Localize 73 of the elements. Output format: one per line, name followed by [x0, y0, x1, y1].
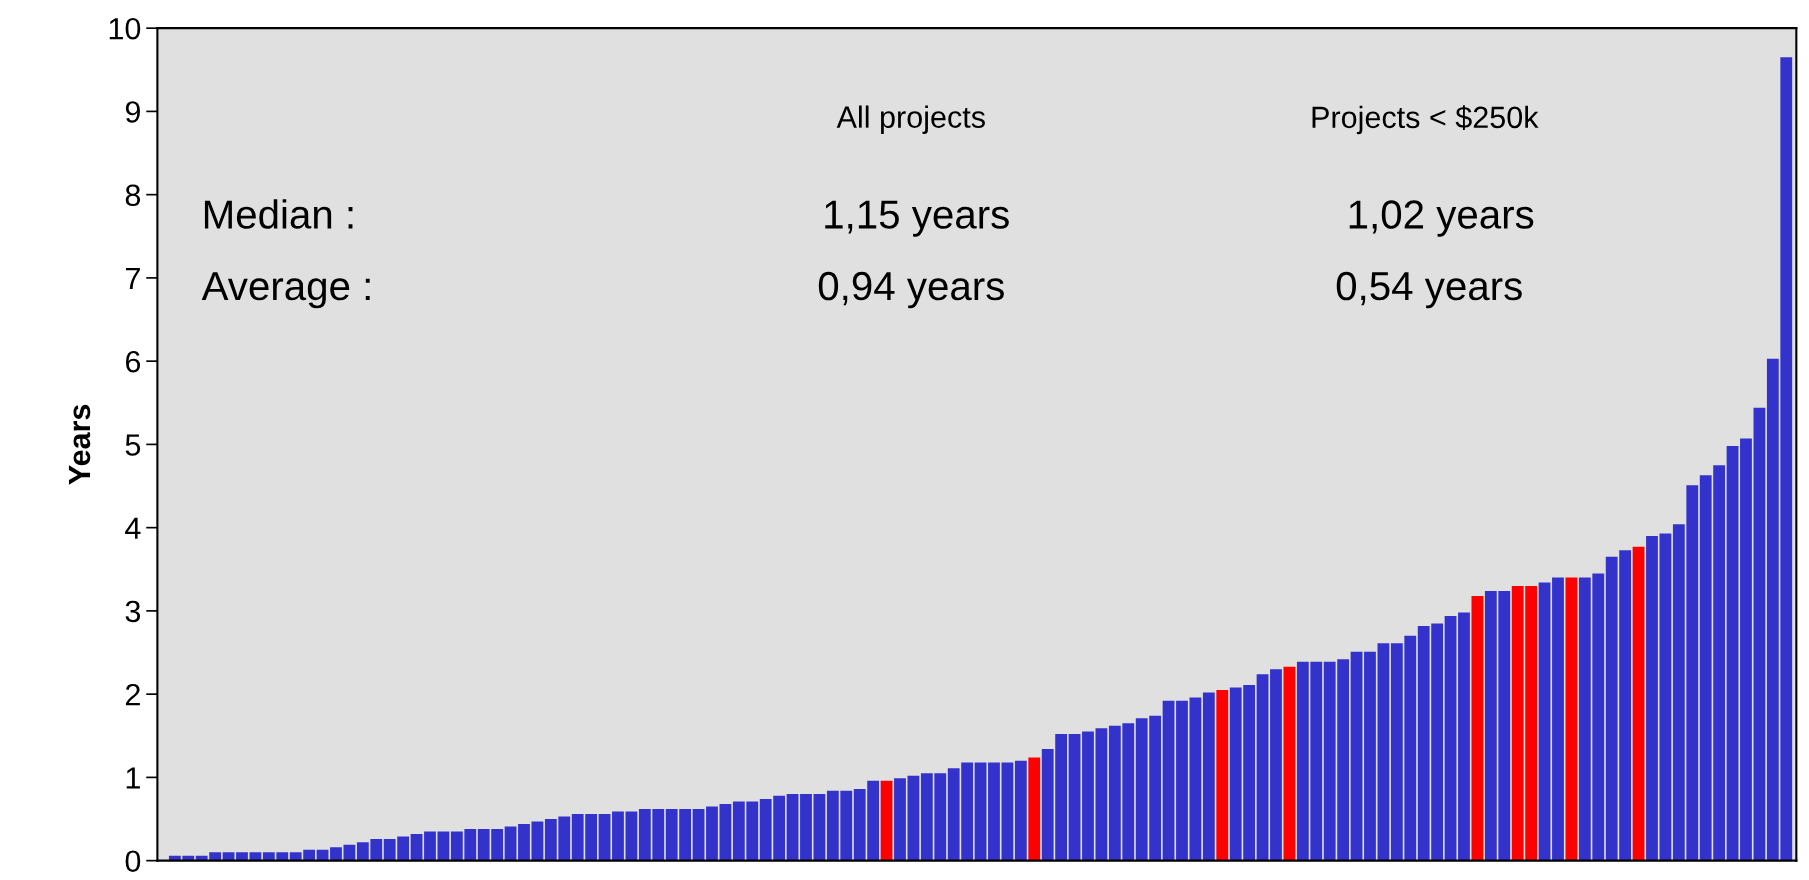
bar — [424, 831, 436, 861]
bar — [598, 814, 611, 861]
y-tick-label: 0 — [125, 850, 141, 873]
annotation: 0,94 years — [818, 271, 1004, 309]
bar — [249, 852, 262, 861]
y-axis-title: Years — [68, 404, 91, 485]
y-tick-label: 5 — [125, 434, 141, 456]
bar — [1176, 700, 1188, 861]
bar — [880, 780, 893, 861]
y-tick-label: 9 — [125, 101, 140, 123]
bar — [1068, 734, 1081, 861]
bar — [1444, 615, 1457, 861]
bar — [1646, 535, 1658, 861]
bar — [410, 834, 423, 861]
bar — [1189, 697, 1202, 861]
bar — [1753, 407, 1766, 861]
bar — [974, 762, 987, 861]
bar — [706, 806, 718, 861]
bar — [1350, 651, 1363, 861]
bar — [1471, 595, 1484, 861]
annotation: Average : — [201, 272, 370, 309]
bar — [531, 821, 544, 861]
bar — [1565, 577, 1578, 861]
bar — [719, 804, 732, 861]
y-tick-label: 7 — [125, 267, 140, 289]
annotation: All projects — [836, 105, 985, 134]
bar — [518, 824, 530, 861]
bar — [1538, 582, 1551, 861]
bar — [330, 847, 342, 861]
bar — [1162, 700, 1175, 861]
bar — [1377, 643, 1390, 861]
bar — [907, 775, 920, 861]
annotation: Median : — [204, 199, 353, 229]
bar — [1552, 577, 1564, 861]
bar — [612, 811, 624, 861]
bar — [1726, 446, 1739, 861]
bar — [894, 778, 906, 861]
bar — [1283, 666, 1296, 861]
y-tick-label: 2 — [125, 683, 140, 706]
bar — [1028, 757, 1041, 861]
y-tick-label: 6 — [125, 350, 141, 373]
bar — [504, 826, 517, 861]
bar — [1082, 731, 1094, 861]
bar — [222, 852, 235, 861]
bar — [1632, 546, 1645, 861]
bar — [625, 811, 638, 861]
bar — [1256, 674, 1269, 861]
bar — [786, 794, 799, 861]
y-tick-label: 4 — [125, 517, 141, 539]
annotation: 1,15 years — [825, 200, 1009, 237]
bar — [1659, 533, 1672, 861]
annotation: Projects < $250k — [1312, 105, 1539, 135]
bar — [813, 794, 826, 861]
bar — [1014, 760, 1027, 861]
bar — [437, 831, 450, 861]
y-tick-label: 10 — [109, 17, 141, 40]
bar — [1095, 728, 1108, 861]
bar — [988, 762, 1000, 861]
bar — [1740, 438, 1752, 861]
bar — [1364, 651, 1376, 861]
bar — [1270, 669, 1282, 861]
annotation: 1,02 years — [1349, 200, 1534, 237]
bar — [1216, 689, 1229, 861]
y-tick-label: 1 — [126, 767, 140, 789]
bar — [800, 794, 812, 861]
bar — [236, 852, 248, 861]
annotation: 0,54 years — [1336, 271, 1522, 309]
bar — [692, 809, 705, 861]
bar — [1001, 762, 1014, 861]
y-tick-label: 3 — [125, 600, 141, 623]
y-tick-label: 8 — [125, 184, 141, 207]
bar — [1458, 612, 1470, 861]
bar — [1202, 692, 1215, 861]
